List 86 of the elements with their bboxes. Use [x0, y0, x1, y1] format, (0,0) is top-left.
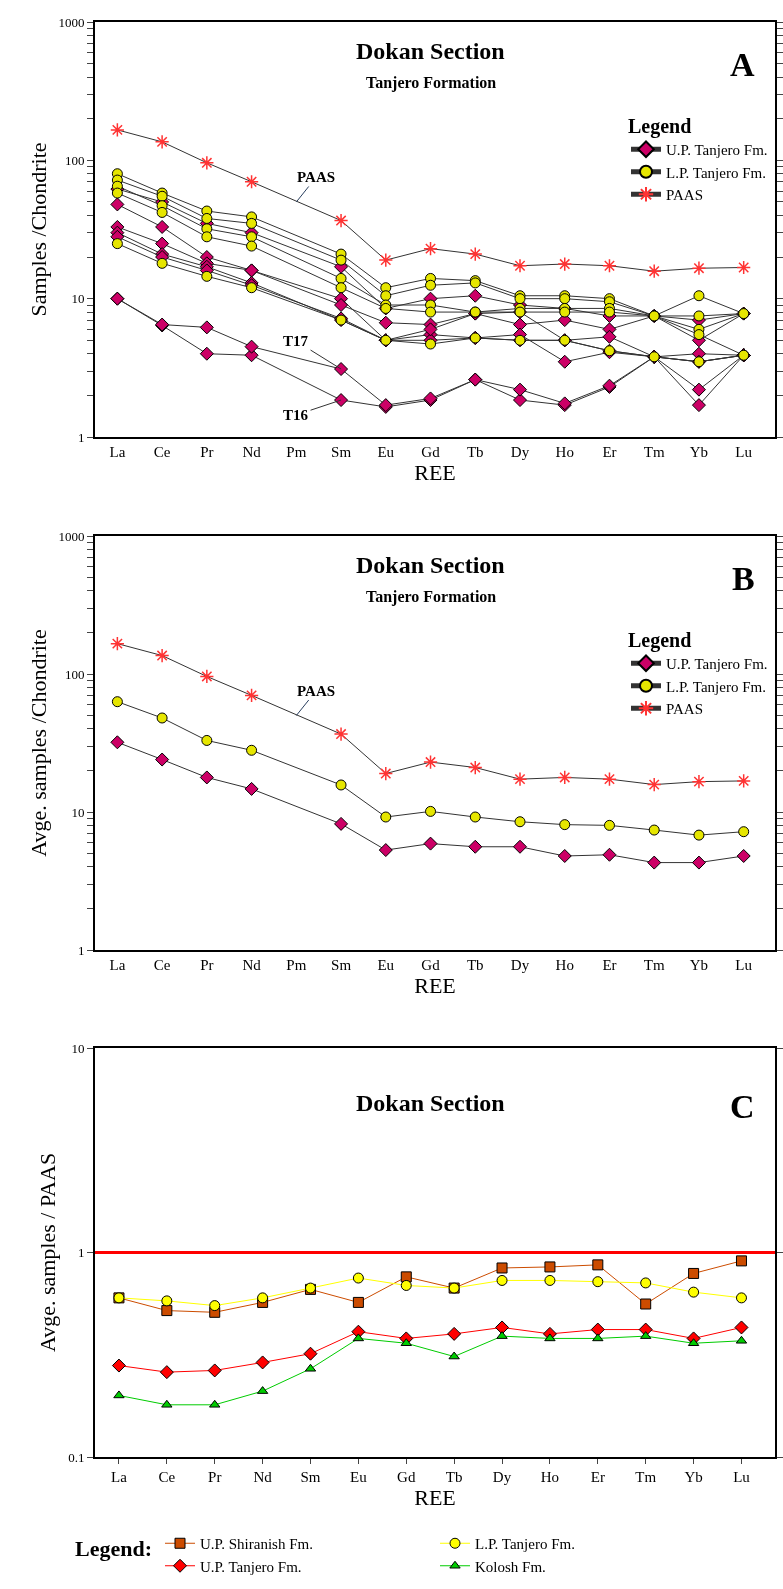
x-tick-label: Tb — [466, 444, 484, 460]
x-tick-label: Ho — [540, 1469, 560, 1485]
x-tick-label: Dy — [510, 957, 530, 973]
annotation: PAAS — [297, 683, 336, 699]
x-tick-label: Tb — [466, 957, 484, 973]
y-tick-label: 1000 — [58, 528, 85, 544]
y-tick-label: 100 — [64, 666, 85, 682]
text: Tanjero Formation — [366, 74, 497, 92]
annotation: PAAS — [297, 169, 336, 185]
x-tick-label: Ce — [153, 444, 171, 460]
y-tick-label: 10 — [71, 1040, 85, 1056]
legend-label: L.P. Tanjero Fm. — [666, 164, 766, 181]
x-tick-label: Tb — [445, 1469, 463, 1485]
x-tick-label: Pr — [208, 1469, 222, 1485]
x-axis-title: REE — [414, 460, 456, 485]
x-tick-label: Er — [602, 957, 617, 973]
x-tick-label: Tm — [643, 957, 665, 973]
y-axis-title: Avge. samples /Chondrite — [25, 629, 51, 857]
y-tick-label: 1000 — [58, 14, 85, 30]
x-tick-label: Sm — [331, 957, 352, 973]
x-tick-label: Yb — [689, 444, 709, 460]
text: Tanjero Formation — [366, 588, 497, 606]
x-tick-label: Pr — [200, 957, 214, 973]
legend-label: L.P. Tanjero Fm. — [666, 678, 766, 695]
x-tick-label: Gd — [421, 957, 441, 973]
x-tick-label: Lu — [735, 444, 753, 460]
y-tick-label: 10 — [71, 804, 85, 820]
legend-label: U.P. Tanjero Fm. — [666, 142, 768, 159]
x-tick-label: La — [109, 957, 126, 973]
series-label: T16 — [283, 407, 309, 423]
text: Dokan Section — [356, 1090, 505, 1116]
legend-title: Legend — [628, 115, 692, 138]
x-tick-label: Lu — [733, 1469, 751, 1485]
x-axis-title: REE — [414, 973, 456, 998]
y-tick-label: 100 — [64, 152, 85, 168]
x-tick-label: Gd — [397, 1469, 416, 1485]
y-tick-label: 1 — [77, 942, 85, 958]
x-tick-label: Ho — [555, 444, 574, 460]
x-tick-label: Eu — [377, 444, 395, 460]
legend-label: PAAS — [666, 187, 703, 204]
x-tick-label: Ho — [555, 957, 574, 973]
legend-label: L.P. Tanjero Fm. — [475, 1536, 575, 1553]
x-tick-label: Pm — [286, 444, 307, 460]
y-axis-title: Avge. samples / PAAS — [35, 1152, 61, 1353]
x-tick-label: Dy — [510, 444, 530, 460]
x-tick-label: Sm — [331, 444, 352, 460]
x-tick-label: Pm — [286, 957, 307, 973]
x-tick-label: Dy — [492, 1469, 512, 1485]
text: Dokan Section — [356, 38, 505, 64]
legend-label: U.P. Shiranish Fm. — [200, 1536, 313, 1553]
x-tick-label: Eu — [350, 1469, 368, 1485]
x-tick-label: Nd — [253, 1469, 273, 1485]
legend-title: Legend: — [75, 1535, 152, 1561]
annotation: B — [732, 560, 755, 597]
x-tick-label: Ce — [153, 957, 171, 973]
x-tick-label: Nd — [242, 444, 262, 460]
legend-label: U.P. Tanjero Fm. — [666, 656, 768, 673]
y-axis-title: Samples /Chondrite — [25, 142, 51, 317]
x-tick-label: Er — [590, 1469, 605, 1485]
x-tick-label: Eu — [377, 957, 395, 973]
x-tick-label: Yb — [684, 1469, 703, 1485]
series-label: T17 — [283, 333, 309, 349]
y-tick-label: 10 — [71, 291, 85, 307]
x-tick-label: Ce — [158, 1469, 176, 1485]
x-tick-label: Gd — [421, 444, 441, 460]
x-tick-label: Er — [602, 444, 617, 460]
x-tick-label: Sm — [300, 1469, 321, 1485]
x-tick-label: Yb — [689, 957, 709, 973]
annotation: A — [730, 46, 755, 83]
legend-label: U.P. Tanjero Fm. — [200, 1558, 302, 1575]
x-tick-label: La — [111, 1469, 128, 1485]
legend-label: PAAS — [666, 701, 703, 718]
x-axis-title: REE — [414, 1485, 456, 1510]
x-tick-label: Pr — [200, 444, 214, 460]
y-tick-label: 0.1 — [68, 1449, 85, 1465]
y-tick-label: 1 — [77, 429, 85, 445]
x-tick-label: La — [109, 444, 126, 460]
x-tick-label: Tm — [643, 444, 665, 460]
text: Dokan Section — [356, 552, 505, 578]
x-tick-label: Nd — [242, 957, 262, 973]
x-tick-label: Lu — [735, 957, 753, 973]
annotation: C — [730, 1088, 755, 1125]
y-tick-label: 1 — [77, 1245, 85, 1261]
x-tick-label: Tm — [635, 1469, 657, 1485]
legend-title: Legend — [628, 629, 692, 652]
legend-label: Kolosh Fm. — [475, 1558, 546, 1575]
